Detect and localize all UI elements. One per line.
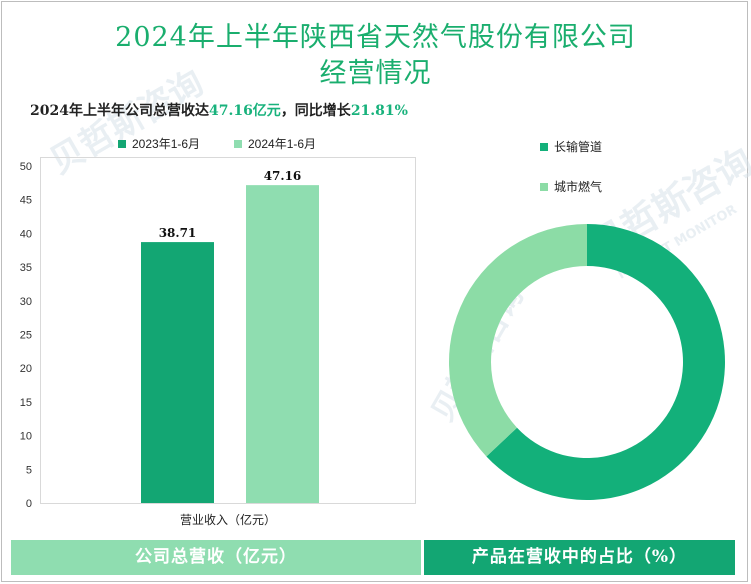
bar-legend-2024: 2024年1-6月 [234,135,316,152]
donut-legend-pipeline: 长输管道 [540,138,602,155]
y-tick-label-4: 20 [20,363,32,375]
bar-legend-2023: 2023年1-6月 [118,135,200,152]
x-axis-label: 营业收入（亿元） [180,512,276,527]
bar-chart-panel [40,157,416,504]
y-tick-label-1: 5 [26,464,32,476]
y-tick-label-9: 45 [20,195,32,207]
banner-revenue: 公司总营收（亿元） [11,540,421,575]
y-tick-label-5: 25 [20,330,32,342]
bar-2024 [246,185,319,503]
y-tick-label-2: 10 [20,431,32,443]
legend-label-2024: 2024年1-6月 [248,137,317,151]
summary-revenue: 47.16亿元 [208,103,281,119]
chart-title: 2024年上半年陕西省天然气股份有限公司 经营情况 [0,20,751,92]
y-tick-label-6: 30 [20,296,32,308]
y-tick-label-10: 50 [20,161,32,173]
legend-swatch-2024 [234,139,242,148]
banner-share: 产品在营收中的占比（%） [424,540,735,575]
legend-swatch-2023 [118,139,126,148]
title-line-2: 经营情况 [319,58,432,89]
legend-label-pipeline: 长输管道 [554,140,603,154]
summary-prefix: 2024年上半年公司总营收达 [30,103,209,119]
summary-growth: 21.81% [350,103,408,119]
title-line-1: 2024年上半年陕西省天然气股份有限公司 [115,22,636,53]
data-label-2024: 47.16 [264,169,302,183]
data-label-2023: 38.71 [159,226,197,240]
legend-swatch-pipeline [540,142,548,151]
legend-swatch-citygas [540,182,548,191]
y-tick-label-0: 0 [26,498,32,510]
legend-label-2023: 2023年1-6月 [132,137,201,151]
y-tick-label-8: 40 [20,228,32,240]
donut-slice-citygas [449,224,587,457]
legend-label-citygas: 城市燃气 [554,180,603,194]
donut-slice-pipeline [486,224,726,500]
summary-text: 2024年上半年公司总营收达47.16亿元，同比增长21.81% [30,100,408,120]
y-tick-label-7: 35 [20,262,32,274]
bar-2023 [141,242,214,503]
y-tick-label-3: 15 [20,397,32,409]
donut-legend-citygas: 城市燃气 [540,178,602,195]
summary-mid: ，同比增长 [280,103,351,119]
